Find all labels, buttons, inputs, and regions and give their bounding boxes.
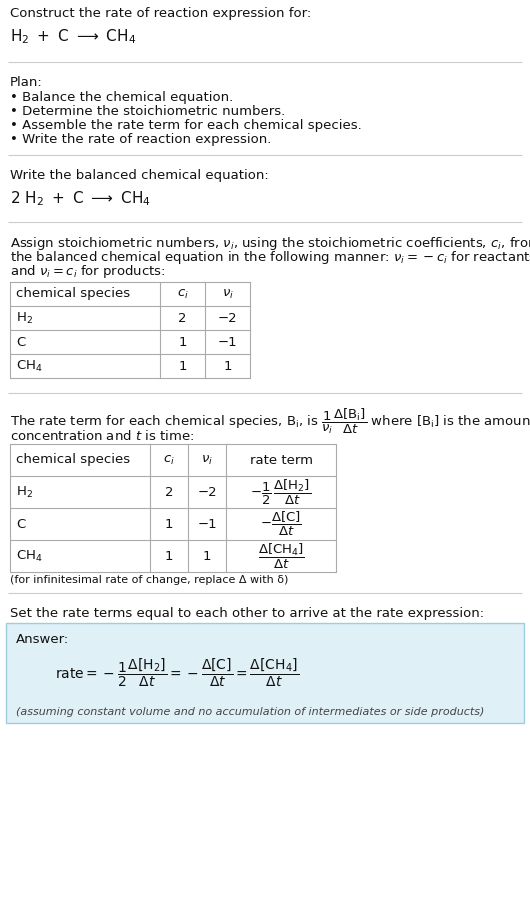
- Text: $\mathrm{CH_4}$: $\mathrm{CH_4}$: [16, 549, 43, 563]
- Text: Write the balanced chemical equation:: Write the balanced chemical equation:: [10, 169, 269, 182]
- Text: $\mathrm{CH_4}$: $\mathrm{CH_4}$: [16, 359, 43, 373]
- Text: C: C: [16, 518, 25, 531]
- Text: • Determine the stoichiometric numbers.: • Determine the stoichiometric numbers.: [10, 105, 285, 118]
- Text: $c_i$: $c_i$: [176, 288, 188, 300]
- Text: Plan:: Plan:: [10, 76, 43, 89]
- Text: $c_i$: $c_i$: [163, 453, 175, 467]
- Text: Answer:: Answer:: [16, 633, 69, 646]
- Text: • Write the rate of reaction expression.: • Write the rate of reaction expression.: [10, 133, 271, 146]
- Text: 2: 2: [178, 311, 187, 325]
- Text: $\mathrm{H_2}$: $\mathrm{H_2}$: [16, 310, 33, 326]
- Text: Set the rate terms equal to each other to arrive at the rate expression:: Set the rate terms equal to each other t…: [10, 607, 484, 620]
- Text: $\mathrm{2\ H_2\ +\ C\ \longrightarrow\ CH_4}$: $\mathrm{2\ H_2\ +\ C\ \longrightarrow\ …: [10, 189, 151, 207]
- Text: 1: 1: [203, 550, 211, 562]
- Text: (for infinitesimal rate of change, replace Δ with δ): (for infinitesimal rate of change, repla…: [10, 575, 288, 585]
- Text: 1: 1: [178, 336, 187, 349]
- Text: the balanced chemical equation in the following manner: $\nu_i = -c_i$ for react: the balanced chemical equation in the fo…: [10, 249, 530, 266]
- Text: 1: 1: [223, 359, 232, 372]
- Text: $\mathrm{rate} = -\dfrac{1}{2}\dfrac{\Delta[\mathrm{H_2}]}{\Delta t} = -\dfrac{\: $\mathrm{rate} = -\dfrac{1}{2}\dfrac{\De…: [55, 657, 299, 690]
- Text: concentration and $t$ is time:: concentration and $t$ is time:: [10, 429, 194, 443]
- Text: 1: 1: [165, 518, 173, 531]
- Text: $\nu_i$: $\nu_i$: [222, 288, 234, 300]
- Text: 1: 1: [165, 550, 173, 562]
- Text: −1: −1: [197, 518, 217, 531]
- Text: $\mathrm{H_2}$$\mathrm{\ +\ C\ \longrightarrow\ CH_4}$: $\mathrm{H_2}$$\mathrm{\ +\ C\ \longrigh…: [10, 27, 136, 46]
- Text: $-\dfrac{\Delta[\mathrm{C}]}{\Delta t}$: $-\dfrac{\Delta[\mathrm{C}]}{\Delta t}$: [260, 510, 302, 538]
- Text: −2: −2: [197, 486, 217, 499]
- Text: Assign stoichiometric numbers, $\nu_i$, using the stoichiometric coefficients, $: Assign stoichiometric numbers, $\nu_i$, …: [10, 235, 530, 252]
- Text: (assuming constant volume and no accumulation of intermediates or side products): (assuming constant volume and no accumul…: [16, 707, 484, 717]
- Text: −2: −2: [218, 311, 237, 325]
- Text: $\mathrm{H_2}$: $\mathrm{H_2}$: [16, 484, 33, 500]
- Text: $\nu_i$: $\nu_i$: [201, 453, 213, 467]
- Text: −1: −1: [218, 336, 237, 349]
- Text: The rate term for each chemical species, $\mathrm{B_i}$, is $\dfrac{1}{\nu_i}\df: The rate term for each chemical species,…: [10, 407, 530, 436]
- Text: rate term: rate term: [250, 453, 313, 467]
- Text: C: C: [16, 336, 25, 349]
- Text: $-\dfrac{1}{2}\,\dfrac{\Delta[\mathrm{H_2}]}{\Delta t}$: $-\dfrac{1}{2}\,\dfrac{\Delta[\mathrm{H_…: [251, 478, 312, 507]
- Text: • Balance the chemical equation.: • Balance the chemical equation.: [10, 91, 233, 104]
- Text: and $\nu_i = c_i$ for products:: and $\nu_i = c_i$ for products:: [10, 263, 165, 280]
- Text: Construct the rate of reaction expression for:: Construct the rate of reaction expressio…: [10, 7, 311, 20]
- Text: $\dfrac{\Delta[\mathrm{CH_4}]}{\Delta t}$: $\dfrac{\Delta[\mathrm{CH_4}]}{\Delta t}…: [258, 541, 305, 571]
- Text: 1: 1: [178, 359, 187, 372]
- Text: 2: 2: [165, 486, 173, 499]
- Text: • Assemble the rate term for each chemical species.: • Assemble the rate term for each chemic…: [10, 119, 362, 132]
- Text: chemical species: chemical species: [16, 288, 130, 300]
- Text: chemical species: chemical species: [16, 453, 130, 467]
- FancyBboxPatch shape: [6, 623, 524, 723]
